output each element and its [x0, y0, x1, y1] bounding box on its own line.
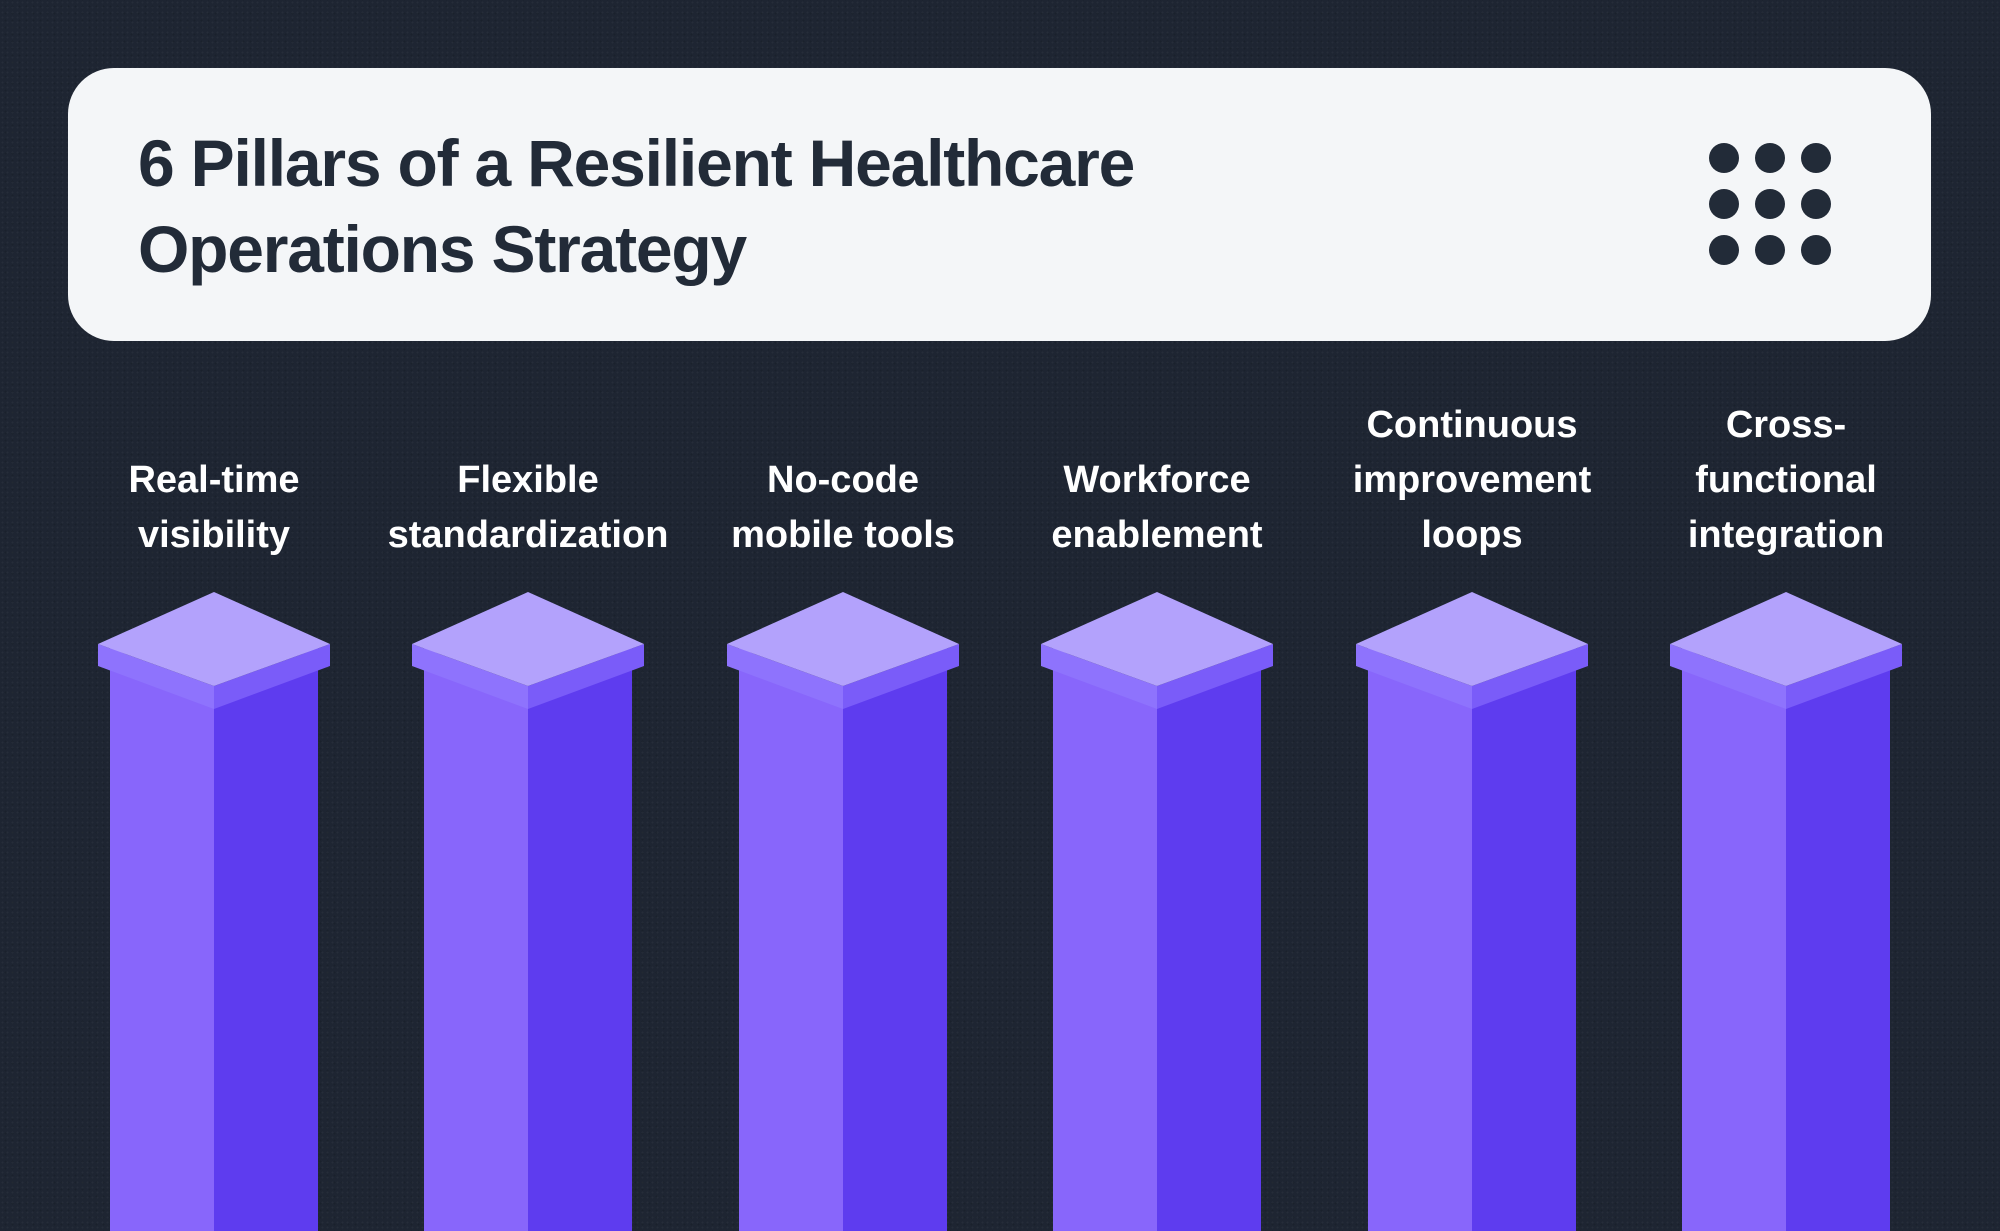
- pillar-label-continuous-improvement: Continuous improvement loops: [1352, 404, 1592, 556]
- pillar-cap-top: [727, 592, 959, 686]
- dot: [1801, 235, 1831, 265]
- pillar-cap-top: [1356, 592, 1588, 686]
- pillar-shaft-left: [1368, 647, 1472, 1231]
- pillar-cap-rim-right: [1157, 644, 1273, 709]
- pillar-label-no-code-mobile-tools: No-code mobile tools: [731, 459, 955, 556]
- pillar-cap-rim-left: [98, 644, 214, 709]
- dot: [1801, 143, 1831, 173]
- header-card: 6 Pillars of a Resilient Healthcare Oper…: [68, 68, 1931, 341]
- pillar-cap-top: [1041, 592, 1273, 686]
- pillar-label-workforce-enablement: Workforce enablement: [1051, 459, 1263, 556]
- dots-grid-icon: [1709, 143, 1831, 265]
- pillar-cap-top: [1670, 592, 1902, 686]
- pillar-label-cross-functional: Cross- functional integration: [1687, 404, 1885, 556]
- pillar-cap-rim-right: [528, 644, 644, 709]
- dot: [1801, 189, 1831, 219]
- pillar-shaft-right: [843, 647, 947, 1231]
- pillar-cap-top: [412, 592, 644, 686]
- dot: [1709, 189, 1739, 219]
- pillar-shaft-left: [1682, 647, 1786, 1231]
- pillar-cap-rim-left: [1670, 644, 1786, 709]
- dot: [1755, 189, 1785, 219]
- pillar-6: [1670, 592, 1902, 1231]
- pillar-3: [727, 592, 959, 1231]
- pillar-cap-rim-left: [1041, 644, 1157, 709]
- pillar-shaft-right: [214, 647, 318, 1231]
- pillar-cap-rim-right: [214, 644, 330, 709]
- pillar-4: [1041, 592, 1273, 1231]
- pillar-shaft-left: [739, 647, 843, 1231]
- pillar-cap-rim-right: [1786, 644, 1902, 709]
- pillar-cap-rim-left: [727, 644, 843, 709]
- dot: [1709, 235, 1739, 265]
- pillar-shaft-right: [1472, 647, 1576, 1231]
- pillar-shaft-left: [424, 647, 528, 1231]
- pillar-shaft-left: [1053, 647, 1157, 1231]
- pillar-shaft-right: [1786, 647, 1890, 1231]
- pillar-shaft-right: [1157, 647, 1261, 1231]
- dot: [1709, 143, 1739, 173]
- pillar-shaft-left: [110, 647, 214, 1231]
- pillar-cap-top: [98, 592, 330, 686]
- pillar-cap-rim-right: [843, 644, 959, 709]
- pillar-5: [1356, 592, 1588, 1231]
- pillar-1: [98, 592, 330, 1231]
- pillar-cap-rim-left: [1356, 644, 1472, 709]
- pillar-2: [412, 592, 644, 1231]
- pillar-shaft-right: [528, 647, 632, 1231]
- pillar-cap-rim-right: [1472, 644, 1588, 709]
- pillar-label-realtime-visibility: Real-time visibility: [128, 459, 300, 556]
- pillar-cap-rim-left: [412, 644, 528, 709]
- dot: [1755, 235, 1785, 265]
- pillar-label-flexible-standardization: Flexible standardization: [387, 459, 669, 556]
- page-title: 6 Pillars of a Resilient Healthcare Oper…: [138, 126, 1135, 286]
- dot: [1755, 143, 1785, 173]
